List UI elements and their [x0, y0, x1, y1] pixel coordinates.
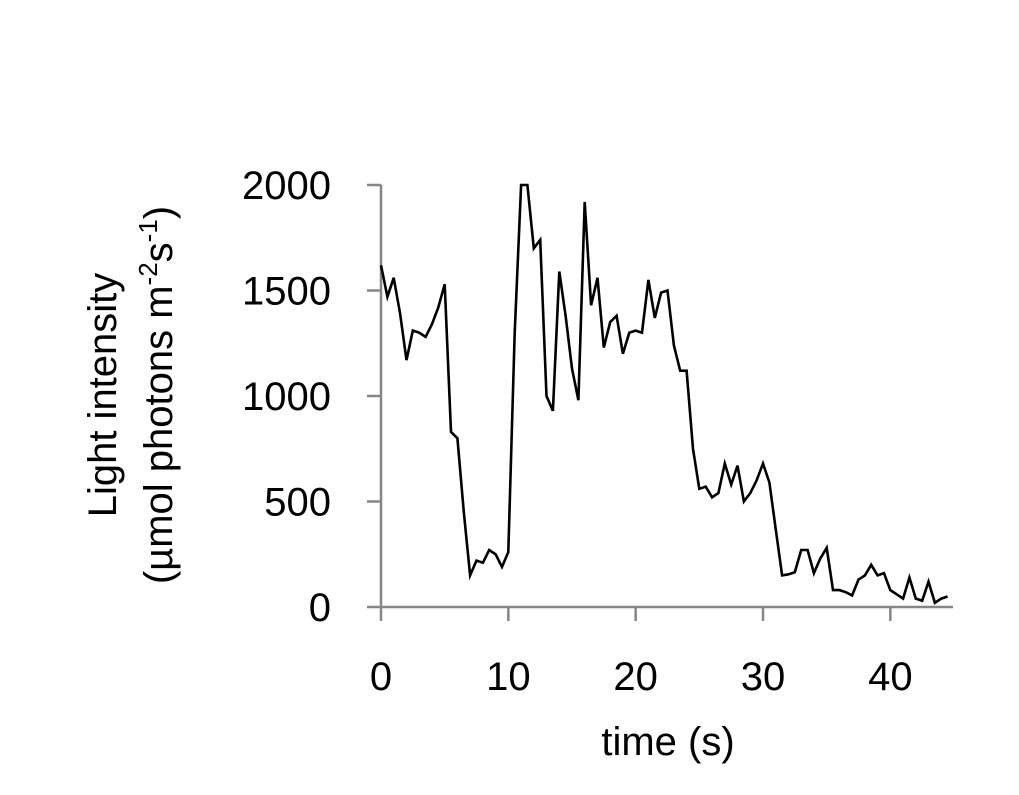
x-tick-label: 10: [486, 655, 531, 699]
y-axis-title: Light intensity: [81, 273, 125, 518]
y-tick-label: 500: [264, 481, 331, 525]
x-tick-label: 20: [613, 655, 658, 699]
y-tick-label: 1500: [242, 270, 331, 314]
y-tick-label: 2000: [242, 164, 331, 208]
y-unit-prefix: (µmol photons m: [137, 285, 181, 584]
y-tick-label: 0: [309, 586, 331, 630]
light-intensity-series-line: [379, 183, 949, 605]
y-unit-suffix: ): [137, 206, 181, 219]
x-tick-label: 40: [868, 655, 913, 699]
y-unit-sup1: -2: [133, 262, 163, 285]
x-tick-label: 0: [370, 655, 392, 699]
y-axis-unit: (µmol photons m-2s-1): [133, 206, 181, 584]
y-axis-title-line1: Light intensity: [81, 273, 125, 518]
y-tick-label: 1000: [242, 375, 331, 419]
x-axis-ticks: 0 10 20 30 40: [370, 607, 913, 699]
x-tick-label: 30: [741, 655, 786, 699]
y-unit-mid: s: [137, 242, 181, 262]
y-unit-sup2: -1: [133, 219, 163, 242]
y-axis-ticks: 0 500 1000 1500 2000: [242, 164, 381, 630]
x-axis-title: time (s): [601, 720, 734, 764]
y-axis-title-line2: (µmol photons m-2s-1): [133, 206, 181, 584]
